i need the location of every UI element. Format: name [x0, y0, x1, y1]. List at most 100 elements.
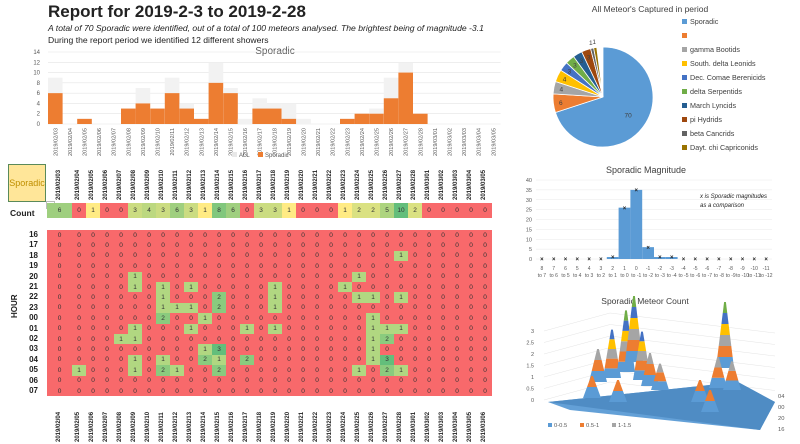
depth-tick-label: 04 [778, 394, 785, 400]
x-tick-label: to -6 [690, 273, 700, 279]
heatmap-cell: 0 [268, 365, 282, 376]
surface-peak-band [627, 329, 641, 340]
x-tick-label: to -2 [643, 273, 653, 279]
x-tick-label: -6 [705, 266, 710, 272]
magnitude-marker: × [682, 257, 686, 263]
legend-swatch [682, 19, 687, 24]
legend-label-all: ALL [239, 153, 250, 159]
heatmap-cell: 0 [296, 365, 310, 376]
surface-peak-band [630, 307, 638, 318]
surface-peak-band [643, 364, 657, 375]
heatmap-cell: 0 [464, 386, 478, 397]
y-tick-label: 25 [526, 208, 532, 214]
heatmap-cell: 0 [156, 334, 170, 345]
heatmap-cell: 0 [72, 292, 86, 303]
count-cell: 0 [422, 203, 436, 218]
hour-label: 01 [29, 323, 38, 333]
heatmap-cell: 0 [324, 365, 338, 376]
hour-label: 21 [29, 282, 38, 291]
heatmap-cell: 0 [184, 292, 198, 303]
x-tick-label: 2019/03/03 [462, 128, 468, 156]
x-tick-label: to -3 [655, 273, 665, 279]
heatmap-cell: 2 [380, 334, 394, 345]
heatmap-cell: 0 [478, 386, 492, 397]
x-tick-label: to -5 [678, 273, 688, 279]
x-tick-label: to 1 [609, 273, 618, 279]
z-tick-label: 2 [531, 352, 534, 358]
heatmap-cell: 1 [156, 302, 170, 314]
heatmap-cell: 0 [296, 354, 310, 366]
heatmap-cell: 0 [310, 313, 324, 324]
pie-slice [593, 46, 604, 98]
heatmap-cell: 0 [464, 282, 478, 293]
date-header-cell: 2019/02/06 [103, 169, 109, 200]
surface-peak-band [721, 313, 729, 324]
count-cell: 1 [282, 203, 296, 218]
count-cell: 0 [436, 203, 450, 218]
heatmap-cell: 0 [212, 261, 226, 272]
heatmap-cell: 0 [464, 292, 478, 303]
heatmap-cell: 0 [436, 344, 450, 355]
heatmap-cell: 0 [422, 282, 436, 293]
heatmap-cell: 0 [282, 230, 296, 241]
surface-peak-band [651, 381, 669, 390]
x-tick-label: to -8 [714, 273, 724, 279]
heatmap-cell: 0 [72, 354, 86, 366]
heatmap-cell: 0 [86, 344, 100, 355]
x-tick-label: 2019/02/16 [243, 128, 249, 156]
pie-slice [554, 46, 654, 148]
magnitude-bar [654, 257, 666, 259]
shower-filter-cell[interactable]: Sporadic [8, 164, 46, 202]
legend-label: Dayt. chi Capriconids [690, 143, 758, 152]
heatmap-cell: 0 [100, 261, 114, 272]
heatmap-cell: 0 [254, 250, 268, 262]
heatmap-cell: 0 [296, 334, 310, 345]
magnitude-marker: × [646, 245, 650, 251]
heatmap-cell: 0 [338, 302, 352, 314]
x-tick-label: to -4 [667, 273, 677, 279]
heatmap-cell: 0 [198, 230, 212, 241]
heatmap-cell: 0 [282, 386, 296, 397]
heatmap-cell: 0 [422, 334, 436, 345]
magnitude-marker: × [587, 257, 591, 263]
heatmap-cell: 0 [366, 302, 380, 314]
heatmap-cell: 0 [422, 271, 436, 282]
pie-data-label: 4 [559, 87, 563, 94]
heatmap-cell: 0 [464, 240, 478, 251]
surface-peak-band [629, 318, 639, 329]
heatmap-cell: 0 [142, 365, 156, 376]
count-cell: 0 [450, 203, 464, 218]
date-header-cell: 2019/02/13 [201, 169, 207, 200]
date-header-cell: 2019/02/23 [341, 169, 347, 200]
heatmap-cell: 0 [240, 313, 254, 324]
heatmap-cell: 0 [114, 344, 128, 355]
heatmap-cell: 0 [170, 375, 184, 386]
heatmap-cell: 0 [408, 313, 422, 324]
heatmap-cell: 0 [72, 344, 86, 355]
heatmap-cell: 0 [156, 323, 170, 334]
heatmap-cell: 0 [268, 354, 282, 366]
heatmap-cell: 0 [240, 261, 254, 272]
date-header-cell: 2019/02/05 [89, 169, 95, 200]
legend-swatch [682, 61, 687, 66]
heatmap-cell: 0 [282, 365, 296, 376]
heatmap-cell: 0 [128, 240, 142, 251]
date-footer-cell: 2019/02/05 [75, 411, 81, 442]
heatmap-cell: 0 [310, 302, 324, 314]
surface-peak-band [728, 361, 736, 371]
heatmap-cell: 0 [100, 386, 114, 397]
heatmap-cell: 0 [254, 240, 268, 251]
date-header-cell: 2019/02/19 [285, 169, 291, 200]
heatmap-cell: 0 [254, 375, 268, 386]
heatmap-cell: 0 [47, 386, 72, 397]
heatmap-cell: 0 [296, 344, 310, 355]
magnitude-marker: × [729, 257, 733, 263]
depth-tick-label: 20 [778, 416, 784, 422]
heatmap-cell: 0 [254, 271, 268, 282]
heatmap-cell: 0 [156, 271, 170, 282]
z-tick-label: 1.5 [526, 364, 534, 370]
heatmap-cell: 1 [128, 323, 142, 334]
heatmap-cell: 0 [394, 386, 408, 397]
count-cell: 3 [254, 203, 268, 218]
heatmap-cell: 0 [240, 334, 254, 345]
